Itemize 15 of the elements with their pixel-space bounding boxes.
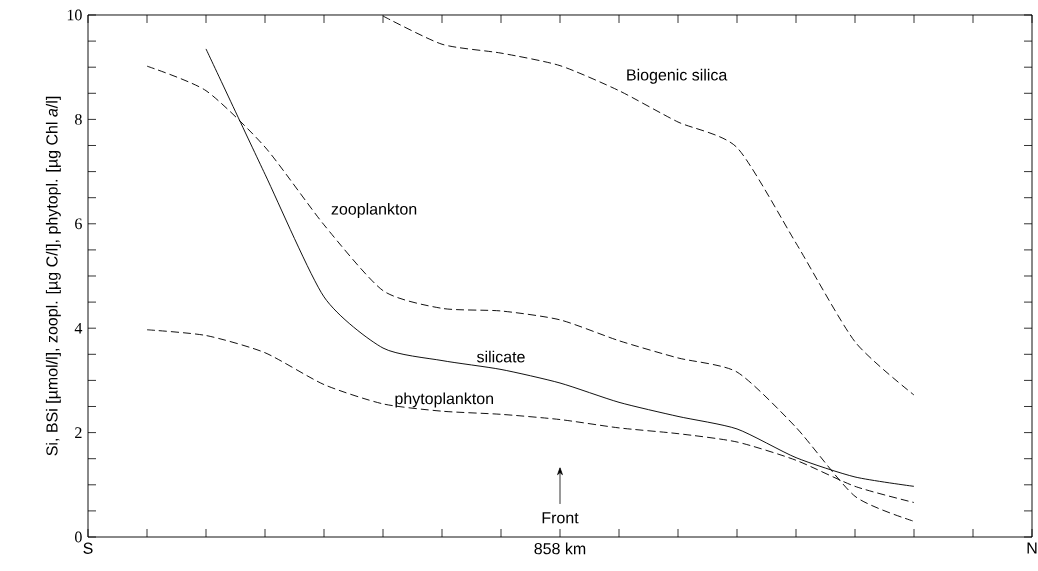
- y-tick-label: 0: [75, 531, 82, 543]
- y-tick-label: 2: [75, 427, 82, 438]
- y-tick-label: 4: [74, 322, 83, 334]
- series-label: Biogenic silica: [627, 68, 728, 84]
- y-tick-label: 8: [75, 113, 82, 125]
- x-tick-label: S: [83, 542, 93, 554]
- series-label: phytoplankton: [395, 392, 494, 408]
- annotation: Front: [542, 512, 579, 524]
- x-tick-label: N: [1027, 542, 1037, 554]
- y-axis-title: Si, BSi [µmol/l], zoopl. [µg C/l], phytopl. [µg Chl a/l]: [45, 96, 61, 456]
- y-tick-label: 10: [67, 9, 82, 21]
- series-label: zooplankton: [331, 203, 417, 218]
- x-tick-label: 858 km: [534, 542, 586, 555]
- series-label: silicate: [476, 350, 525, 363]
- y-tick-label: 6: [75, 218, 82, 230]
